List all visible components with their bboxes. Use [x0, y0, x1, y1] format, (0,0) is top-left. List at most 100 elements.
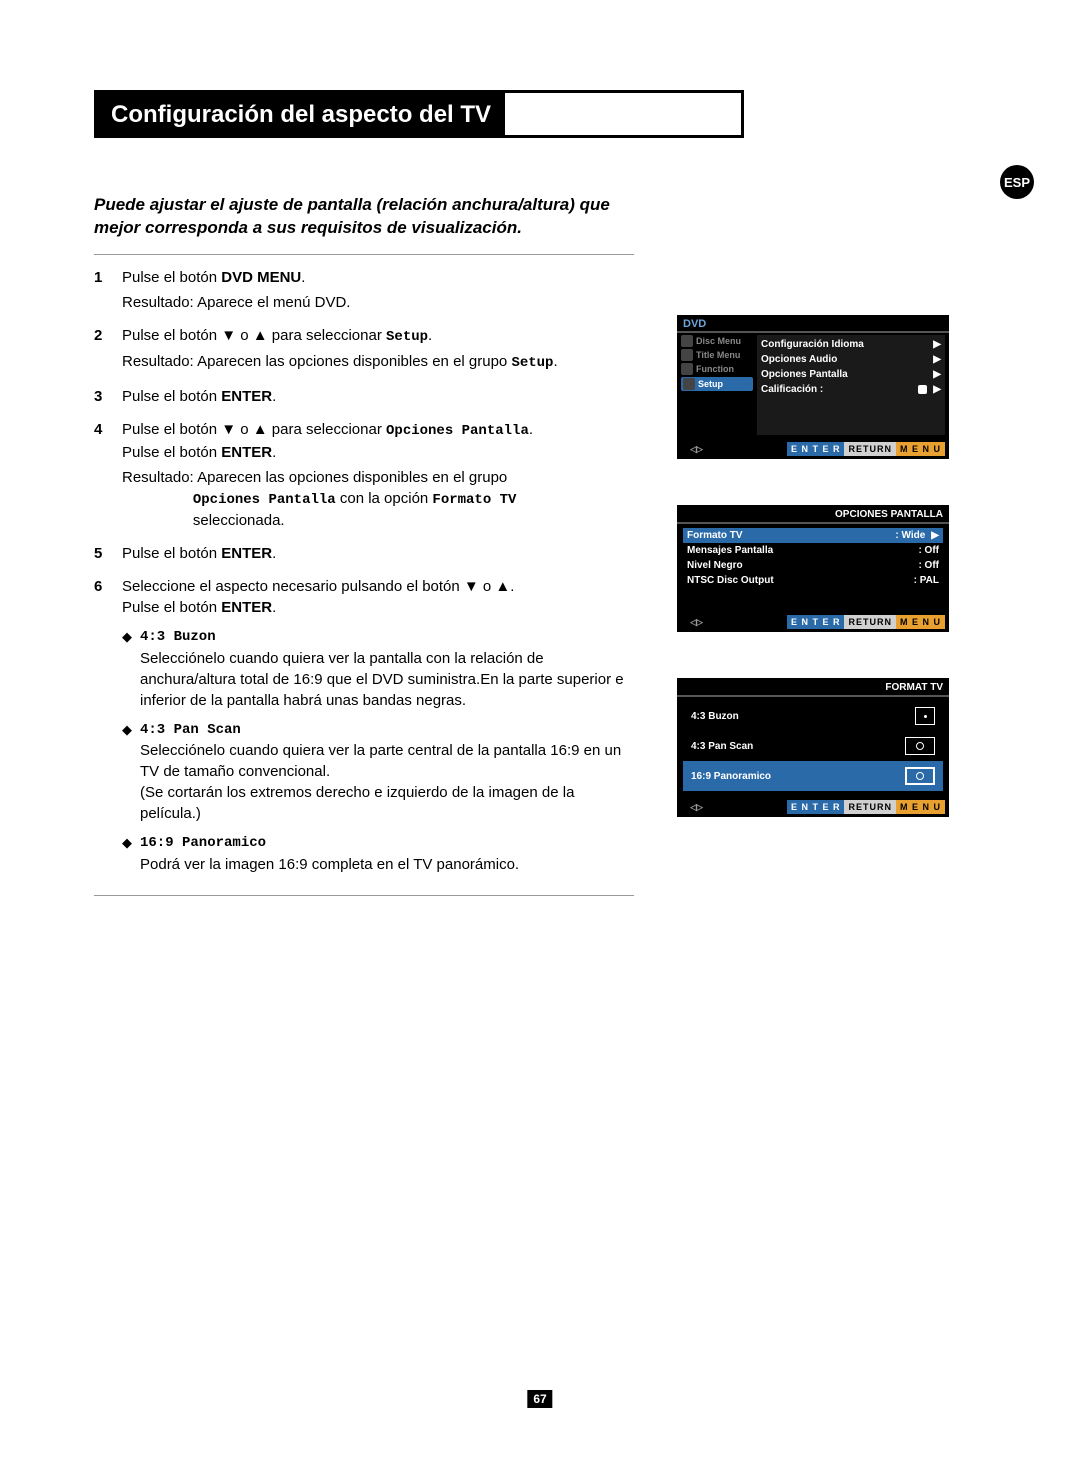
step-4: 4 Pulse el botón ▼ o ▲ para seleccionar … [94, 413, 634, 537]
text: Pulse el botón ▼ o ▲ para seleccionar [122, 327, 386, 344]
return-button-label: RETURN [844, 800, 896, 814]
osd-row: Mensajes Pantalla: Off [687, 543, 939, 558]
osd-row-highlight: Formato TV: Wide▶ [683, 528, 943, 543]
page-number: 67 [527, 1390, 552, 1408]
disc-icon [681, 335, 693, 347]
text: . [301, 269, 305, 286]
text: Pulse el botón [122, 388, 221, 405]
arrow-right-icon: ▶ [933, 369, 941, 380]
label: NTSC Disc Output [687, 575, 774, 586]
value: : Off [918, 560, 939, 571]
step-body: Pulse el botón DVD MENU. Resultado: Apar… [122, 267, 634, 313]
result-text: Aparecen las opciones disponibles en el … [197, 469, 507, 486]
menu-button-label: M E N U [896, 800, 945, 814]
page-title: Configuración del aspecto del TV [97, 93, 505, 135]
letterbox-icon [915, 707, 935, 725]
value: : Off [918, 545, 939, 556]
gear-icon [683, 378, 695, 390]
text: Pulse el botón ▼ o ▲ para seleccionar [122, 421, 386, 438]
divider [94, 895, 634, 896]
step-number: 2 [94, 325, 122, 374]
step-result: Resultado: Aparece el menú DVD. [122, 292, 634, 313]
enter-button-label: E N T E R [787, 615, 845, 629]
text: . [553, 353, 557, 370]
osd-footer: E N T E R RETURN M E N U [677, 612, 949, 632]
dpad-icon [681, 800, 711, 814]
text: . [272, 444, 276, 461]
title-bar-spacer [505, 93, 741, 135]
panscan-icon [905, 737, 935, 755]
osd-format-tv: FORMAT TV 4:3 Buzon 4:3 Pan Scan 16: [677, 678, 949, 817]
osd-left-item: Function [681, 363, 753, 375]
step-body: Pulse el botón ▼ o ▲ para seleccionar Se… [122, 325, 634, 374]
osd-panel: Formato TV: Wide▶ Mensajes Pantalla: Off… [681, 526, 945, 608]
label: Nivel Negro [687, 560, 743, 571]
intro-text: Puede ajustar el ajuste de pantalla (rel… [94, 194, 654, 240]
osd-panel: 4:3 Buzon 4:3 Pan Scan 16:9 Panoramico [681, 699, 945, 793]
diamond-bullet-icon: ◆ [122, 834, 140, 875]
menu-button-label: M E N U [896, 615, 945, 629]
arrow-right-icon: ▶ [933, 354, 941, 365]
option-desc: Podrá ver la imagen 16:9 completa en el … [140, 854, 634, 875]
label: Disc Menu [696, 336, 741, 346]
label: Opciones Audio [761, 354, 837, 365]
step-number: 6 [94, 576, 122, 875]
text: . [272, 388, 276, 405]
option-title: 4:3 Buzon [140, 628, 634, 648]
osd-opciones-pantalla: OPCIONES PANTALLA Formato TV: Wide▶ Mens… [677, 505, 949, 632]
osd-left-item-active: Setup [681, 377, 753, 391]
return-button-label: RETURN [844, 615, 896, 629]
menu-ref: Opciones Pantalla [193, 492, 336, 508]
button-ref: ENTER [221, 388, 272, 405]
return-button-label: RETURN [844, 442, 896, 456]
dpad-icon [681, 615, 711, 629]
aspect-options: ◆ 4:3 Buzon Selecciónelo cuando quiera v… [122, 628, 634, 875]
text: . [272, 599, 276, 616]
osd-row: Nivel Negro : Off [687, 558, 939, 573]
step-number: 1 [94, 267, 122, 313]
button-ref: ENTER [221, 599, 272, 616]
osd-left-item: Title Menu [681, 349, 753, 361]
diamond-bullet-icon: ◆ [122, 721, 140, 825]
button-ref: ENTER [221, 545, 272, 562]
diamond-bullet-icon: ◆ [122, 628, 140, 711]
step-1: 1 Pulse el botón DVD MENU. Resultado: Ap… [94, 261, 634, 319]
label: 4:3 Buzon [691, 711, 739, 722]
title-icon [681, 349, 693, 361]
intro-line-2: mejor corresponda a sus requisitos de vi… [94, 218, 522, 237]
menu-ref: Setup [511, 355, 553, 371]
text: . [428, 327, 432, 344]
page-title-bar: Configuración del aspecto del TV [94, 90, 744, 138]
osd-right-panel: Configuración Idioma▶ Opciones Audio▶ Op… [757, 335, 945, 435]
option-desc: Selecciónelo cuando quiera ver la parte … [140, 740, 634, 782]
step-5: 5 Pulse el botón ENTER. [94, 537, 634, 570]
osd-left-menu: Disc Menu Title Menu Function Setup [681, 335, 757, 435]
text: Pulse el botón [122, 599, 221, 616]
option-title: 16:9 Panoramico [140, 834, 634, 854]
osd-row: NTSC Disc Output : PAL [687, 573, 939, 588]
option-buzon: ◆ 4:3 Buzon Selecciónelo cuando quiera v… [122, 628, 634, 711]
option-panscan: ◆ 4:3 Pan Scan Selecciónelo cuando quier… [122, 721, 634, 825]
step-2: 2 Pulse el botón ▼ o ▲ para seleccionar … [94, 319, 634, 380]
menu-ref: Setup [386, 329, 428, 345]
option-panoramico: ◆ 16:9 Panoramico Podrá ver la imagen 16… [122, 834, 634, 875]
osd-title: DVD [677, 315, 949, 331]
manual-page: Configuración del aspecto del TV ESP Pue… [94, 90, 974, 902]
text: Pulse el botón [122, 444, 221, 461]
button-ref: DVD MENU [221, 269, 301, 286]
text: . [272, 545, 276, 562]
step-body: Pulse el botón ENTER. [122, 386, 634, 407]
value: : PAL [914, 575, 939, 586]
option-desc: (Se cortarán los extremos derecho e izqu… [140, 782, 634, 824]
label: 16:9 Panoramico [691, 771, 771, 782]
osd-left-item: Disc Menu [681, 335, 753, 347]
step-result: Resultado: Aparecen las opciones disponi… [122, 351, 634, 374]
option-title: 4:3 Pan Scan [140, 721, 634, 741]
language-badge: ESP [1000, 165, 1034, 199]
osd-row: Calificación :▶ [761, 382, 941, 397]
button-ref: ENTER [221, 444, 272, 461]
text: . [529, 421, 533, 438]
text: seleccionada. [193, 512, 285, 529]
enter-button-label: E N T E R [787, 442, 845, 456]
osd-header: OPCIONES PANTALLA [677, 505, 949, 522]
